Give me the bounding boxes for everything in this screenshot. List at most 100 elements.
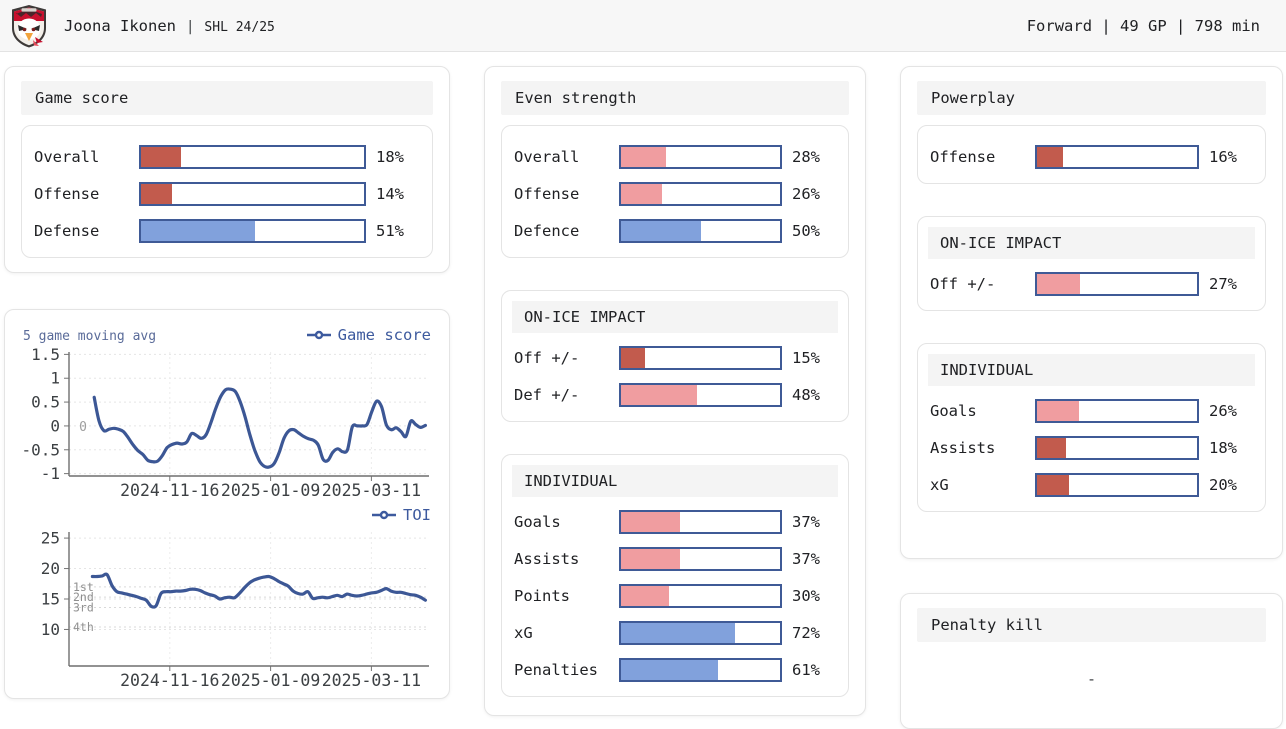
stat-value: 26% bbox=[1209, 402, 1237, 420]
team-logo-icon bbox=[6, 4, 52, 48]
powerplay-main-group: Offense 16% bbox=[917, 125, 1266, 184]
stat-label: xG bbox=[930, 476, 949, 494]
stat-bar bbox=[619, 547, 782, 571]
stat-value: 37% bbox=[792, 550, 820, 568]
even-strength-onice-group: ON-ICE IMPACT Off +/- 15% Def +/- 48% bbox=[501, 290, 849, 422]
stat-value: 72% bbox=[792, 624, 820, 642]
individual-header: INDIVIDUAL bbox=[928, 354, 1255, 386]
svg-text:1: 1 bbox=[50, 369, 60, 388]
legend-label: Game score bbox=[337, 326, 431, 344]
powerplay-onice-group: ON-ICE IMPACT Off +/- 27% bbox=[917, 216, 1266, 311]
app-header: Joona Ikonen | SHL 24/25 Forward | 49 GP… bbox=[0, 0, 1286, 52]
stat-bar bbox=[139, 219, 366, 243]
game-score-legend[interactable]: Game score bbox=[306, 326, 431, 344]
stat-value: 20% bbox=[1209, 476, 1237, 494]
stat-bar bbox=[139, 145, 366, 169]
stat-bar-fill bbox=[141, 147, 182, 167]
stat-label: Offense bbox=[514, 185, 580, 203]
column-powerplay: Powerplay Offense 16% ON-ICE IMPACT Off … bbox=[900, 66, 1283, 729]
even-strength-individual-group: INDIVIDUAL Goals 37% Assists 37% Points … bbox=[501, 454, 849, 697]
svg-text:0.5: 0.5 bbox=[31, 393, 60, 412]
stat-bar bbox=[1035, 272, 1199, 296]
stat-label: Points bbox=[514, 587, 570, 605]
stat-bar-fill bbox=[621, 623, 736, 643]
svg-text:2024-11-16: 2024-11-16 bbox=[120, 671, 219, 690]
stat-label: Goals bbox=[930, 402, 977, 420]
charts-card: 5 game moving avg Game score 1.5 1 0.5 0 -0.… bbox=[4, 309, 450, 699]
stat-row: Overall 18% bbox=[34, 145, 420, 169]
toi-line-chart[interactable]: 25 20 15 10 2024-11-16 2025-01-09 2025-03-11 1s… bbox=[21, 524, 435, 692]
stat-bar bbox=[1035, 436, 1199, 460]
svg-text:4th: 4th bbox=[73, 620, 94, 634]
svg-text:0: 0 bbox=[79, 420, 87, 435]
onice-impact-header: ON-ICE IMPACT bbox=[928, 227, 1255, 259]
stat-value: 26% bbox=[792, 185, 820, 203]
svg-text:2024-11-16: 2024-11-16 bbox=[120, 481, 219, 500]
stat-bar-fill bbox=[621, 512, 680, 532]
stat-bar bbox=[619, 383, 782, 407]
stat-label: Assists bbox=[930, 439, 996, 457]
stat-label: Goals bbox=[514, 513, 561, 531]
game-score-group: Overall 18% Offense 14% Defense 51% bbox=[21, 125, 433, 258]
svg-text:2025-03-11: 2025-03-11 bbox=[322, 481, 421, 500]
stat-bar bbox=[619, 658, 782, 682]
stat-row: Offense 26% bbox=[514, 182, 836, 206]
individual-header: INDIVIDUAL bbox=[512, 465, 838, 497]
penalty-kill-empty-value: - bbox=[1086, 670, 1097, 688]
stat-row: Overall 28% bbox=[514, 145, 836, 169]
header-separator: | bbox=[185, 18, 195, 35]
player-meta: Forward | 49 GP | 798 min bbox=[1026, 16, 1260, 35]
even-strength-main-group: Overall 28% Offense 26% Defence 50% bbox=[501, 125, 849, 258]
stat-row: Defense 51% bbox=[34, 219, 420, 243]
stat-bar-fill bbox=[1037, 475, 1069, 495]
stat-label: Def +/- bbox=[514, 386, 580, 404]
stat-value: 37% bbox=[792, 513, 820, 531]
svg-text:1st: 1st bbox=[73, 580, 94, 594]
stat-label: Assists bbox=[514, 550, 580, 568]
season-label: SHL 24/25 bbox=[204, 19, 275, 35]
stat-bar-fill bbox=[621, 660, 718, 680]
stat-row: Offense 16% bbox=[930, 145, 1253, 169]
powerplay-card: Powerplay Offense 16% ON-ICE IMPACT Off … bbox=[900, 66, 1283, 559]
stat-row: Off +/- 27% bbox=[930, 272, 1253, 296]
legend-marker-icon bbox=[306, 330, 331, 340]
stat-row: xG 20% bbox=[930, 473, 1253, 497]
stat-label: Penalties bbox=[514, 661, 598, 679]
svg-text:1.5: 1.5 bbox=[31, 345, 60, 364]
stat-bar bbox=[619, 219, 782, 243]
stat-bar bbox=[1035, 473, 1199, 497]
stat-label: Defense bbox=[34, 222, 100, 240]
stat-label: Defence bbox=[514, 222, 580, 240]
stat-value: 16% bbox=[1209, 148, 1237, 166]
svg-text:25: 25 bbox=[41, 529, 60, 548]
stat-bar-fill bbox=[621, 147, 666, 167]
svg-text:2025-01-09: 2025-01-09 bbox=[221, 481, 320, 500]
game-score-line-chart[interactable]: 1.5 1 0.5 0 -0.5 -1 2024-11-16 2025-01-09 2025-0… bbox=[21, 344, 435, 502]
stat-value: 15% bbox=[792, 349, 820, 367]
stat-bar-fill bbox=[141, 221, 255, 241]
stat-label: Overall bbox=[34, 148, 100, 166]
stat-value: 30% bbox=[792, 587, 820, 605]
toi-legend[interactable]: TOI bbox=[371, 506, 431, 524]
penalty-kill-card: Penalty kill - bbox=[900, 593, 1283, 729]
stat-bar-fill bbox=[621, 385, 698, 405]
stat-row: Assists 18% bbox=[930, 436, 1253, 460]
penalty-kill-title: Penalty kill bbox=[917, 608, 1266, 642]
even-strength-title: Even strength bbox=[501, 81, 849, 115]
svg-text:-0.5: -0.5 bbox=[21, 440, 60, 459]
svg-text:15: 15 bbox=[41, 590, 60, 609]
svg-text:2025-01-09: 2025-01-09 bbox=[221, 671, 320, 690]
legend-label: TOI bbox=[403, 506, 431, 524]
player-name: Joona Ikonen bbox=[64, 16, 176, 35]
game-score-card: Game score Overall 18% Offense 14% Defen… bbox=[4, 66, 450, 273]
stat-bar bbox=[619, 346, 782, 370]
stat-bar-fill bbox=[621, 348, 645, 368]
stat-label: Off +/- bbox=[930, 275, 996, 293]
stat-label: xG bbox=[514, 624, 533, 642]
stat-row: Defence 50% bbox=[514, 219, 836, 243]
legend-marker-icon bbox=[372, 510, 396, 520]
stat-label: Offense bbox=[930, 148, 996, 166]
stat-bar-fill bbox=[1037, 274, 1081, 294]
powerplay-title: Powerplay bbox=[917, 81, 1266, 115]
stat-value: 51% bbox=[376, 222, 404, 240]
